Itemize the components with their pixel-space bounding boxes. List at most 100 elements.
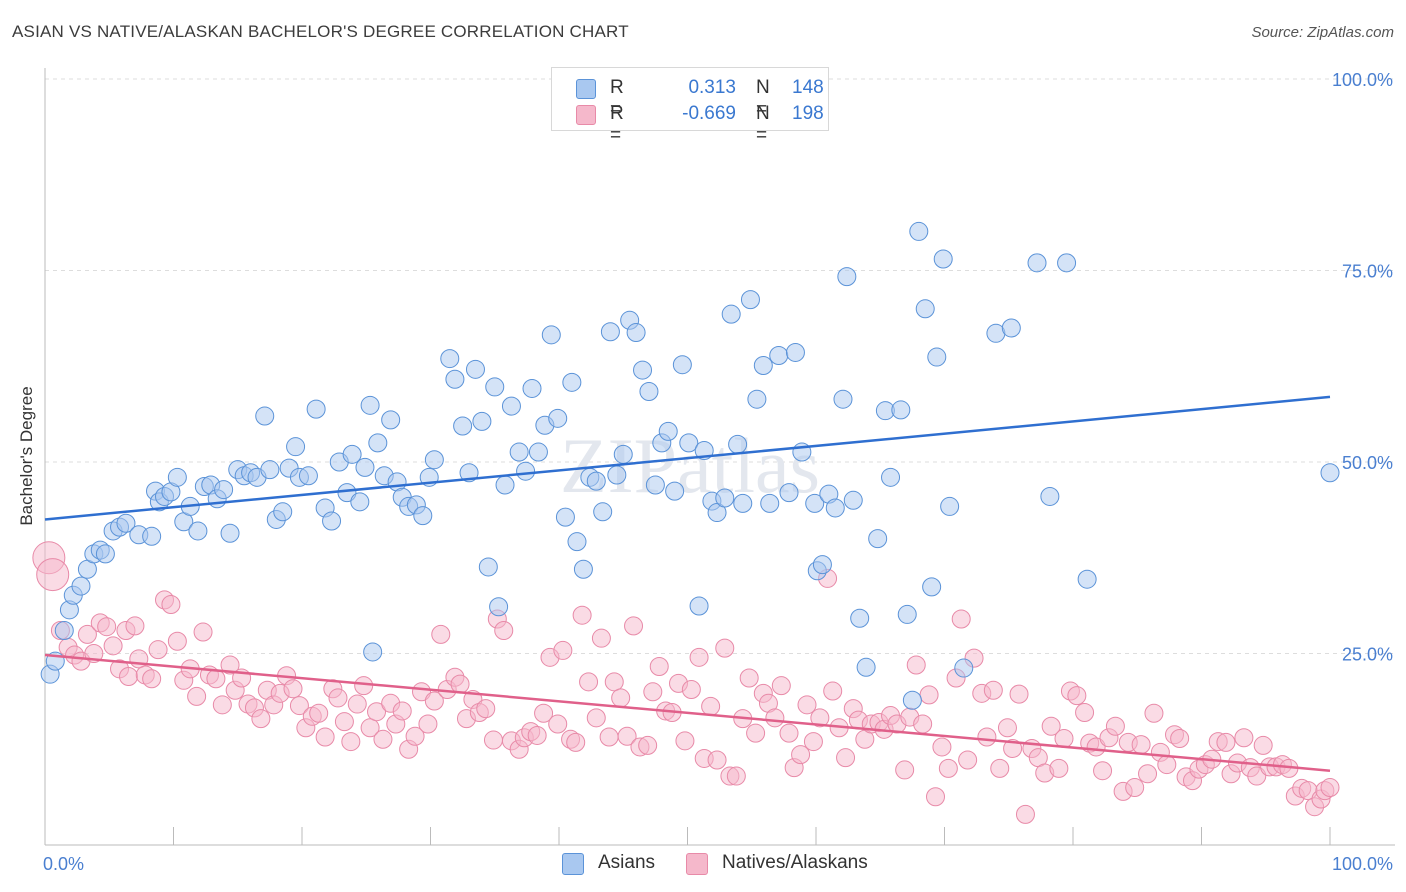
asian-point xyxy=(927,347,947,367)
native-point xyxy=(997,718,1017,738)
native-point xyxy=(431,624,451,644)
native-point xyxy=(624,616,644,636)
native-point xyxy=(161,594,181,614)
native-point xyxy=(604,672,624,692)
native-point xyxy=(617,726,637,746)
native-point xyxy=(779,723,799,743)
native-point xyxy=(701,696,721,716)
native-point xyxy=(148,640,168,660)
asian-point xyxy=(593,502,613,522)
native-point xyxy=(347,694,367,714)
y-tick-label: 25.0% xyxy=(1342,645,1393,665)
native-point xyxy=(1170,729,1190,749)
asian-point xyxy=(516,461,536,481)
native-point xyxy=(289,696,309,716)
y-tick-label: 50.0% xyxy=(1342,453,1393,473)
asian-point xyxy=(586,471,606,491)
asian-point xyxy=(322,511,342,531)
native-point xyxy=(1138,764,1158,784)
asian-point xyxy=(769,346,789,366)
native-point xyxy=(797,695,817,715)
asian-point xyxy=(363,642,383,662)
r-value: -0.669 xyxy=(682,103,736,124)
asian-point xyxy=(715,488,735,508)
native-point xyxy=(746,723,766,743)
asian-point xyxy=(562,372,582,392)
native-point xyxy=(476,699,496,719)
asian-point xyxy=(897,604,917,624)
asian-point xyxy=(645,475,665,495)
native-point xyxy=(334,712,354,732)
asian-point xyxy=(779,483,799,503)
native-point xyxy=(791,745,811,765)
x-tick-label: 100.0% xyxy=(1332,854,1393,874)
asian-point xyxy=(306,399,326,419)
asian-point xyxy=(915,299,935,319)
native-point xyxy=(599,727,619,747)
native-point xyxy=(1075,702,1095,722)
native-point xyxy=(367,702,387,722)
native-point xyxy=(566,732,586,752)
asian-point xyxy=(459,463,479,483)
native-point xyxy=(418,714,438,734)
asian-point xyxy=(188,521,208,541)
asian-point xyxy=(613,444,633,464)
native-point xyxy=(1247,766,1267,786)
native-point xyxy=(810,708,830,728)
asian-point xyxy=(954,658,974,678)
asian-point xyxy=(286,437,306,457)
native-point xyxy=(906,655,926,675)
native-point xyxy=(1054,729,1074,749)
correlation-legend: R = 0.313 N = 148 R = -0.669 N = 198 xyxy=(551,67,829,146)
asian-point xyxy=(837,267,857,287)
native-point xyxy=(1157,755,1177,775)
axes xyxy=(44,68,1395,846)
native-point xyxy=(771,676,791,696)
asian-point xyxy=(167,467,187,487)
native-point xyxy=(125,616,145,636)
n-value: 148 xyxy=(792,77,824,98)
asian-point xyxy=(381,410,401,430)
asian-point xyxy=(665,481,685,501)
natives-swatch xyxy=(576,105,596,125)
native-point xyxy=(328,688,348,708)
native-point xyxy=(951,609,971,629)
native-point xyxy=(1144,703,1164,723)
native-point xyxy=(1125,778,1145,798)
native-point xyxy=(1015,804,1035,824)
asian-point xyxy=(672,355,692,375)
asian-point xyxy=(541,325,561,345)
native-point xyxy=(212,695,232,715)
asians-legend-swatch xyxy=(562,853,584,875)
asian-point xyxy=(522,378,542,398)
asian-point xyxy=(528,442,548,462)
native-point xyxy=(715,638,735,658)
asian-point xyxy=(360,395,380,415)
x-axis-tick-labels: 0.0% 100.0% xyxy=(43,854,1393,874)
asian-point xyxy=(922,577,942,597)
r-label: R = xyxy=(610,103,624,146)
native-point xyxy=(643,682,663,702)
native-point xyxy=(206,669,226,689)
asian-point xyxy=(440,349,460,369)
asian-point xyxy=(1077,569,1097,589)
asian-point xyxy=(1001,318,1021,338)
native-point xyxy=(649,657,669,677)
native-point xyxy=(534,703,554,723)
native-point xyxy=(803,732,823,752)
native-point xyxy=(36,558,70,592)
asian-point xyxy=(485,377,505,397)
native-point xyxy=(283,679,303,699)
asian-point xyxy=(902,690,922,710)
native-point xyxy=(823,681,843,701)
asian-point xyxy=(489,597,509,617)
asian-point xyxy=(424,450,444,470)
asian-point xyxy=(909,221,929,241)
asian-point xyxy=(689,596,709,616)
native-point xyxy=(1105,716,1125,736)
asian-point xyxy=(679,433,699,453)
natives-series xyxy=(32,541,1340,824)
native-point xyxy=(932,737,952,757)
asian-point xyxy=(940,496,960,516)
